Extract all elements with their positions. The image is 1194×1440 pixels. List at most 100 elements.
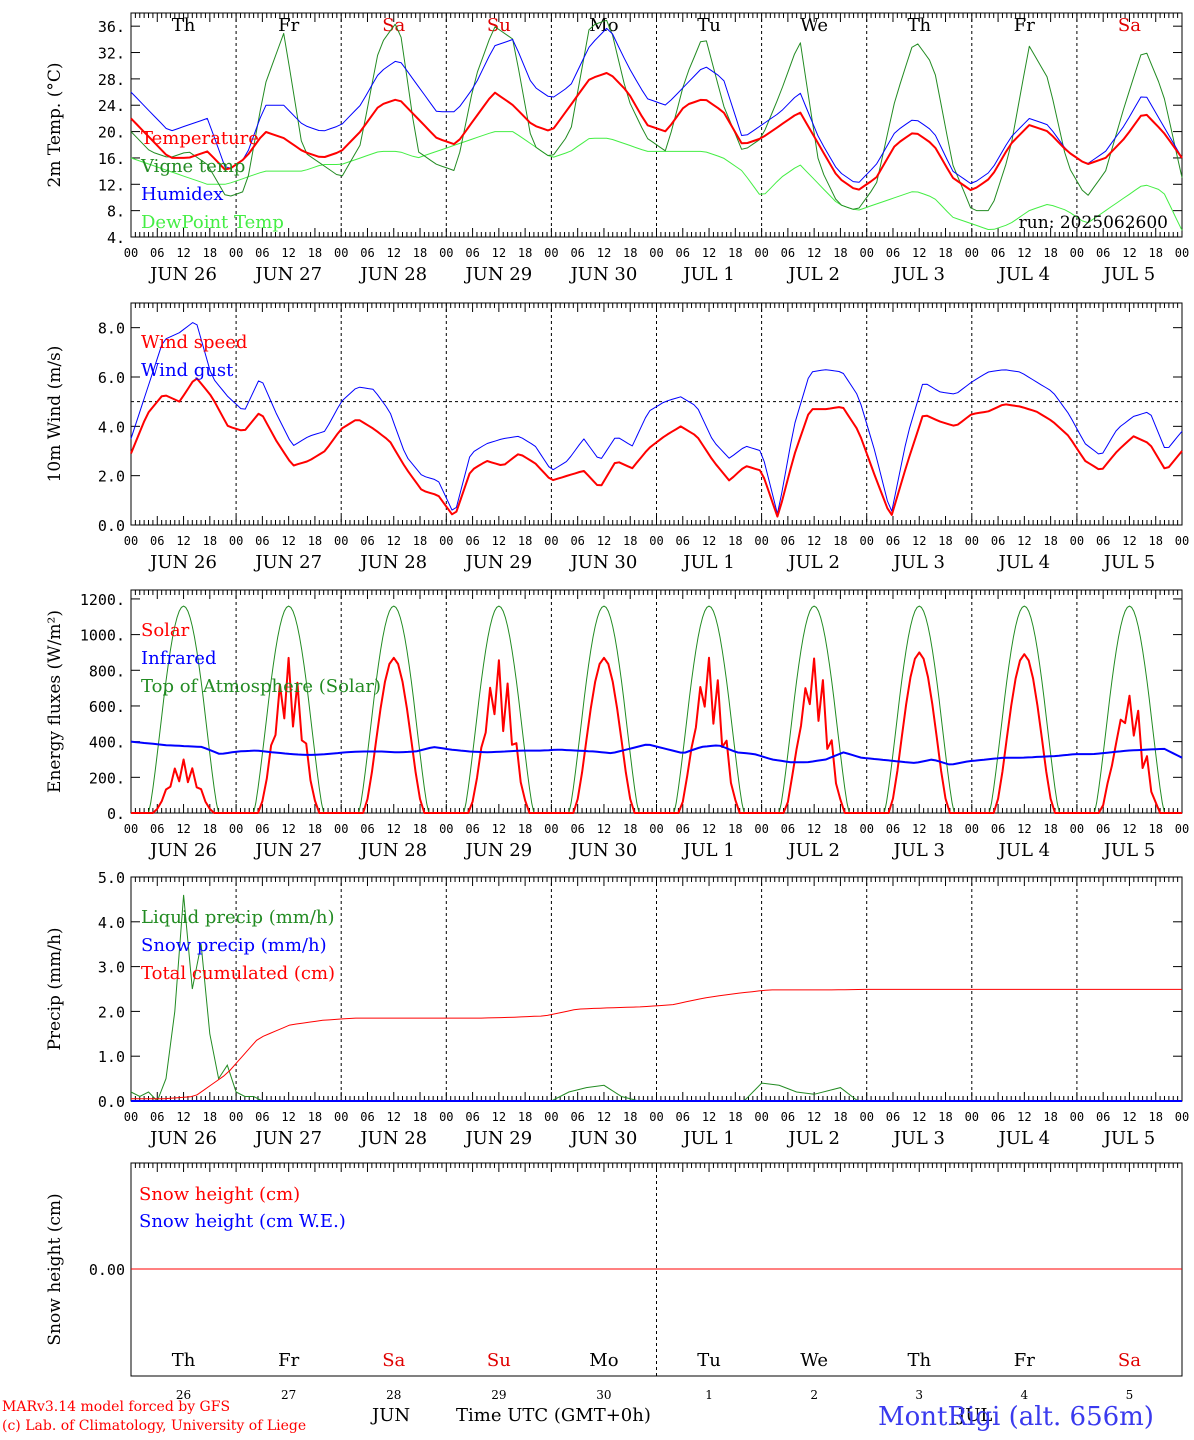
panel-3-day-label: JUN 29 — [463, 1128, 532, 1149]
panel-1-hour-label: 18 — [518, 534, 532, 548]
panel-1-hour-label: 06 — [255, 534, 269, 548]
panel-3-hour-label: 12 — [597, 1110, 611, 1124]
panel-3-day-label: JUL 5 — [1102, 1128, 1156, 1149]
weekday-label: Sa — [1118, 15, 1141, 36]
panel-2-hour-label: 18 — [623, 822, 637, 836]
panel-2-hour-label: 06 — [570, 822, 584, 836]
panel-2-hour-label: 12 — [176, 822, 190, 836]
panel-2-hour-label: 06 — [991, 822, 1005, 836]
series-solar — [131, 651, 1182, 814]
credit-line-2: (c) Lab. of Climatology, University of L… — [2, 1418, 307, 1434]
panel-1-hour-label: 06 — [676, 534, 690, 548]
panel-1-day-label: JUN 30 — [569, 552, 638, 573]
panel-2-hour-label: 06 — [1096, 822, 1110, 836]
panel-2-hour-label: 18 — [518, 822, 532, 836]
panel-0-hour-label: 18 — [1043, 246, 1057, 260]
panel-3-day-label: JUL 1 — [681, 1128, 735, 1149]
panel-0-hour-label: 00 — [1070, 246, 1084, 260]
panel-2-legend-solar: Solar — [141, 620, 190, 641]
bottom-weekday-label: Th — [907, 1350, 931, 1371]
panel-1-hour-label: 00 — [334, 534, 348, 548]
panel-2-hour-label: 12 — [492, 822, 506, 836]
panel-0-hour-label: 06 — [781, 246, 795, 260]
weekday-label: Th — [172, 15, 196, 36]
weekday-label: Fr — [278, 15, 299, 36]
panel-3-hour-label: 00 — [124, 1110, 138, 1124]
panel-0-y-tick-label: 12. — [98, 176, 125, 194]
panel-0-hour-label: 00 — [439, 246, 453, 260]
panel-3-hour-label: 00 — [1175, 1110, 1189, 1124]
panel-0-y-tick-label: 36. — [98, 18, 125, 36]
panel-3-hour-label: 18 — [1148, 1110, 1162, 1124]
panel-1-hour-label: 00 — [1070, 534, 1084, 548]
panel-3-hour-label: 06 — [676, 1110, 690, 1124]
panel-0-day-label: JUN 29 — [463, 264, 532, 285]
panel-2-y-label: Energy fluxes (W/m²) — [45, 610, 65, 793]
panel-2-hour-label: 12 — [807, 822, 821, 836]
panel-1-legend-wind-speed: Wind speed — [141, 332, 247, 353]
panel-1-hour-label: 06 — [991, 534, 1005, 548]
panel-2-hour-label: 00 — [859, 822, 873, 836]
panel-0-hour-label: 06 — [570, 246, 584, 260]
bottom-day-number: 27 — [281, 1388, 296, 1402]
panel-1-hour-label: 00 — [1175, 534, 1189, 548]
panel-1-hour-label: 18 — [203, 534, 217, 548]
panel-2-hour-label: 18 — [413, 822, 427, 836]
weekday-label: Tu — [697, 15, 721, 36]
panel-1-y-tick-label: 8.0 — [98, 320, 125, 338]
bottom-weekday-label: We — [800, 1350, 828, 1371]
panel-0-day-label: JUL 5 — [1102, 264, 1156, 285]
panel-3-hour-label: 00 — [439, 1110, 453, 1124]
weekday-label: We — [800, 15, 828, 36]
run-annotation: run: 2025062600 — [1019, 213, 1168, 233]
panel-1-hour-label: 06 — [570, 534, 584, 548]
panel-0-y-label: 2m Temp. (°C) — [45, 62, 65, 187]
panel-3-hour-label: 12 — [1122, 1110, 1136, 1124]
panel-1-hour-label: 00 — [124, 534, 138, 548]
panel-3-hour-label: 06 — [360, 1110, 374, 1124]
panel-2-hour-label: 06 — [886, 822, 900, 836]
panel-2-day-label: JUL 1 — [681, 840, 735, 861]
panel-3-y-tick-label: 5.0 — [98, 869, 125, 887]
panel-3-day-label: JUL 3 — [891, 1128, 945, 1149]
panel-0-hour-label: 18 — [413, 246, 427, 260]
panel-3-day-label: JUN 27 — [253, 1128, 322, 1149]
panel-3-hour-label: 12 — [492, 1110, 506, 1124]
panel-1-hour-label: 06 — [150, 534, 164, 548]
panel-3-hour-label: 18 — [413, 1110, 427, 1124]
panel-2-hour-label: 12 — [281, 822, 295, 836]
panel-1-hour-label: 12 — [387, 534, 401, 548]
panel-3-hour-label: 18 — [728, 1110, 742, 1124]
panel-1-hour-label: 12 — [281, 534, 295, 548]
panel-3-hour-label: 06 — [886, 1110, 900, 1124]
panel-1-hour-label: 12 — [492, 534, 506, 548]
bottom-day-number: 30 — [596, 1388, 611, 1402]
weekday-label: Su — [487, 15, 511, 36]
panel-3-day-label: JUL 2 — [786, 1128, 840, 1149]
panel-0-hour-label: 12 — [597, 246, 611, 260]
panel-0-legend-temperature: Temperature — [141, 128, 259, 149]
series-top-of-atmosphere-solar — [131, 605, 1182, 814]
panel-1-day-label: JUN 28 — [358, 552, 427, 573]
panel-4-y-tick-label: 0.00 — [89, 1261, 125, 1279]
panel-3-legend-total-cumulated-cm-: Total cumulated (cm) — [141, 963, 335, 984]
panel-2-hour-label: 12 — [597, 822, 611, 836]
panel-2-hour-label: 00 — [1070, 822, 1084, 836]
panel-0-hour-label: 12 — [492, 246, 506, 260]
bottom-weekday-label: Su — [487, 1350, 511, 1371]
series-liquid-precip — [130, 894, 1182, 1102]
panel-3-hour-label: 06 — [1096, 1110, 1110, 1124]
bottom-day-number: 1 — [705, 1388, 713, 1402]
panel-3-hour-label: 06 — [465, 1110, 479, 1124]
panel-2-hour-label: 06 — [255, 822, 269, 836]
panel-3-day-label: JUN 26 — [148, 1128, 217, 1149]
panel-3-hour-label: 12 — [1017, 1110, 1031, 1124]
month-label-jul: JUL — [958, 1405, 993, 1426]
panel-1-day-label: JUL 3 — [891, 552, 945, 573]
panel-0-legend-vigne-temp: Vigne temp — [140, 156, 245, 177]
panel-3-legend-liquid-precip-mm-h-: Liquid precip (mm/h) — [141, 907, 335, 928]
panel-1-hour-label: 00 — [544, 534, 558, 548]
panel-3-hour-label: 06 — [570, 1110, 584, 1124]
panel-2-hour-label: 18 — [728, 822, 742, 836]
